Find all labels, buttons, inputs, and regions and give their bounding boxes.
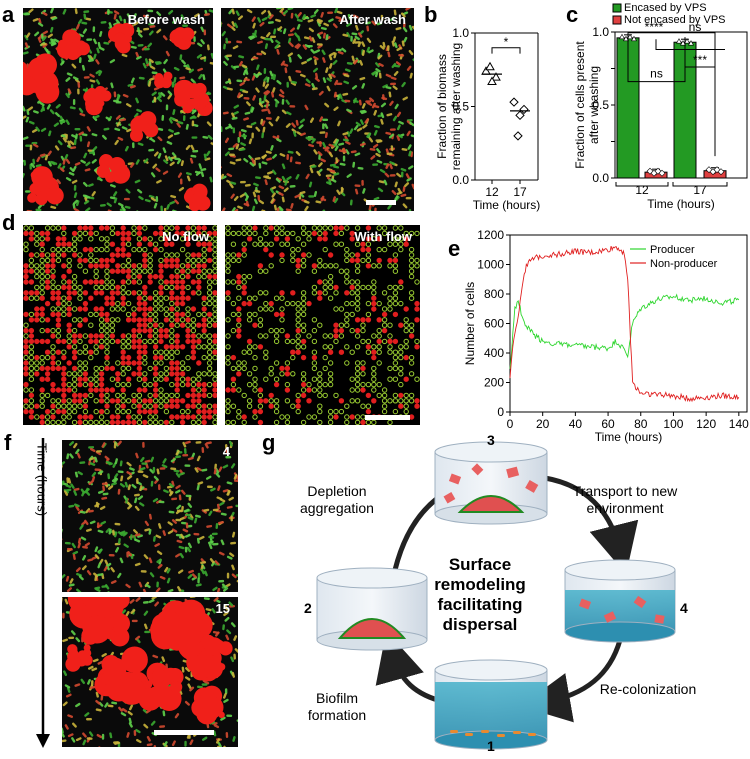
x-tick-label: 100 [663, 417, 683, 431]
legend-label: Not encased by VPS [624, 14, 726, 26]
stage-number-4: 4 [680, 600, 688, 616]
legend-swatch [613, 16, 621, 24]
x-tick-label: 80 [634, 417, 648, 431]
data-point [510, 98, 518, 106]
time-4-label: 4 [223, 444, 230, 459]
y-tick-label: 0.0 [452, 173, 469, 187]
micrograph-after-wash: After wash [221, 8, 414, 211]
x-tick-label: 140 [729, 417, 749, 431]
after-wash-label: After wash [340, 12, 406, 27]
beaker-stage-1 [435, 660, 547, 749]
panel-letter-d: d [2, 212, 15, 234]
scale-bar [154, 730, 214, 735]
y-tick-label: 400 [484, 346, 504, 360]
time-15-label: 15 [216, 601, 230, 616]
y-tick-label: 600 [484, 317, 504, 331]
x-axis-label: Time (hours) [647, 197, 715, 211]
beaker-stage-3 [435, 442, 547, 524]
data-point [486, 63, 494, 70]
x-tick-label: 120 [696, 417, 716, 431]
beaker-stage-2 [317, 568, 427, 650]
x-tick-label: 40 [569, 417, 583, 431]
with-flow-label: With flow [354, 229, 412, 244]
data-point [514, 132, 522, 140]
data-point [620, 34, 625, 39]
x-tick-label: 12 [635, 183, 649, 197]
significance-label: *** [693, 53, 707, 67]
y-axis-label: Fraction of biomassremaining after washi… [435, 43, 463, 170]
y-tick-label: 1000 [477, 258, 504, 272]
y-tick-label: 1200 [477, 228, 504, 242]
stage-number-1: 1 [487, 738, 495, 754]
legend-label: Producer [650, 244, 695, 256]
legend-label: Encased by VPS [624, 2, 707, 14]
panel-letter-f: f [4, 432, 11, 454]
beaker-stage-4 [565, 560, 675, 642]
no-flow-label: No flow [162, 229, 209, 244]
legend-label: Non-producer [650, 258, 718, 270]
x-tick-label: 17 [693, 183, 707, 197]
time-axis-label: Time (hours) [35, 430, 50, 530]
significance-label: **** [645, 20, 664, 34]
y-axis-label: Fraction of cells presentafter whashing [573, 41, 601, 169]
significance-label: ns [650, 67, 663, 81]
y-tick-label: 1.0 [592, 25, 609, 39]
stage-number-2: 2 [304, 600, 312, 616]
simulation-no-flow: No flow [23, 225, 217, 425]
y-tick-label: 0.0 [592, 171, 609, 185]
x-tick-label: 17 [513, 185, 527, 199]
stage-number-3: 3 [487, 432, 495, 448]
y-tick-label: 800 [484, 287, 504, 301]
scale-bar [366, 200, 396, 205]
scale-bar [365, 415, 410, 420]
micrograph-4h: 4 [62, 440, 238, 592]
series-line [510, 295, 739, 369]
data-point [677, 39, 682, 44]
legend-swatch [613, 4, 621, 12]
y-tick-label: 0 [497, 405, 504, 419]
x-tick-label: 60 [601, 417, 615, 431]
label-recolonization: Re-colonization [578, 681, 718, 698]
simulation-with-flow: With flow [225, 225, 420, 425]
x-tick-label: 12 [485, 185, 499, 199]
legend: Producer Non-producer [630, 244, 718, 270]
y-tick-label: 200 [484, 376, 504, 390]
x-tick-label: 20 [536, 417, 550, 431]
micrograph-before-wash: Before wash [23, 8, 213, 211]
panel-letter-a: a [2, 4, 14, 26]
x-tick-label: 0 [507, 417, 514, 431]
y-axis-label: Number of cells [463, 282, 477, 365]
micrograph-15h: 15 [62, 597, 238, 747]
before-wash-label: Before wash [128, 12, 205, 27]
x-axis-label: Time (hours) [473, 198, 541, 212]
panel-letter-e: e [448, 238, 460, 260]
significance-label: ns [689, 20, 702, 34]
y-tick-label: 1.0 [452, 26, 469, 40]
significance-label: * [504, 35, 509, 49]
